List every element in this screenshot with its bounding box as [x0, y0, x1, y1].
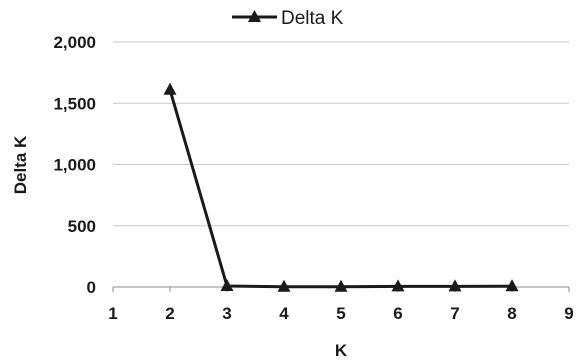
x-tick-labels: 1 2 3 4 5 6 7 8 9 [108, 304, 573, 323]
y-tick-label: 1,000 [53, 156, 96, 175]
x-tick-label: 3 [222, 304, 231, 323]
y-tick-labels: 0 500 1,000 1,500 2,000 [53, 33, 96, 297]
y-tick-label: 1,500 [53, 94, 96, 113]
y-tick-label: 2,000 [53, 33, 96, 52]
data-point-marker [448, 279, 462, 292]
x-tick-label: 7 [450, 304, 459, 323]
x-tick-label: 9 [564, 304, 573, 323]
data-point-marker [391, 279, 405, 292]
series-layer [163, 82, 519, 292]
y-tick-label: 0 [87, 278, 96, 297]
data-point-marker [505, 279, 519, 292]
x-tick-label: 8 [507, 304, 516, 323]
legend-label: Delta K [281, 8, 344, 29]
gridlines [113, 41, 569, 227]
x-tick-label: 2 [165, 304, 174, 323]
y-tick-label: 500 [68, 217, 96, 236]
legend: Delta K [232, 8, 344, 29]
y-axis-title: Delta K [11, 135, 30, 194]
legend-triangle-marker [248, 10, 261, 22]
x-tick-label: 1 [108, 304, 117, 323]
data-point-marker [334, 279, 348, 292]
series-line [168, 89, 513, 289]
data-point-marker [220, 279, 234, 292]
x-axis-title: K [335, 341, 348, 360]
x-tick-label: 6 [393, 304, 402, 323]
x-tick-label: 4 [279, 304, 289, 323]
x-tick-label: 5 [336, 304, 345, 323]
data-point-marker [277, 279, 291, 292]
data-point-marker [163, 82, 177, 95]
